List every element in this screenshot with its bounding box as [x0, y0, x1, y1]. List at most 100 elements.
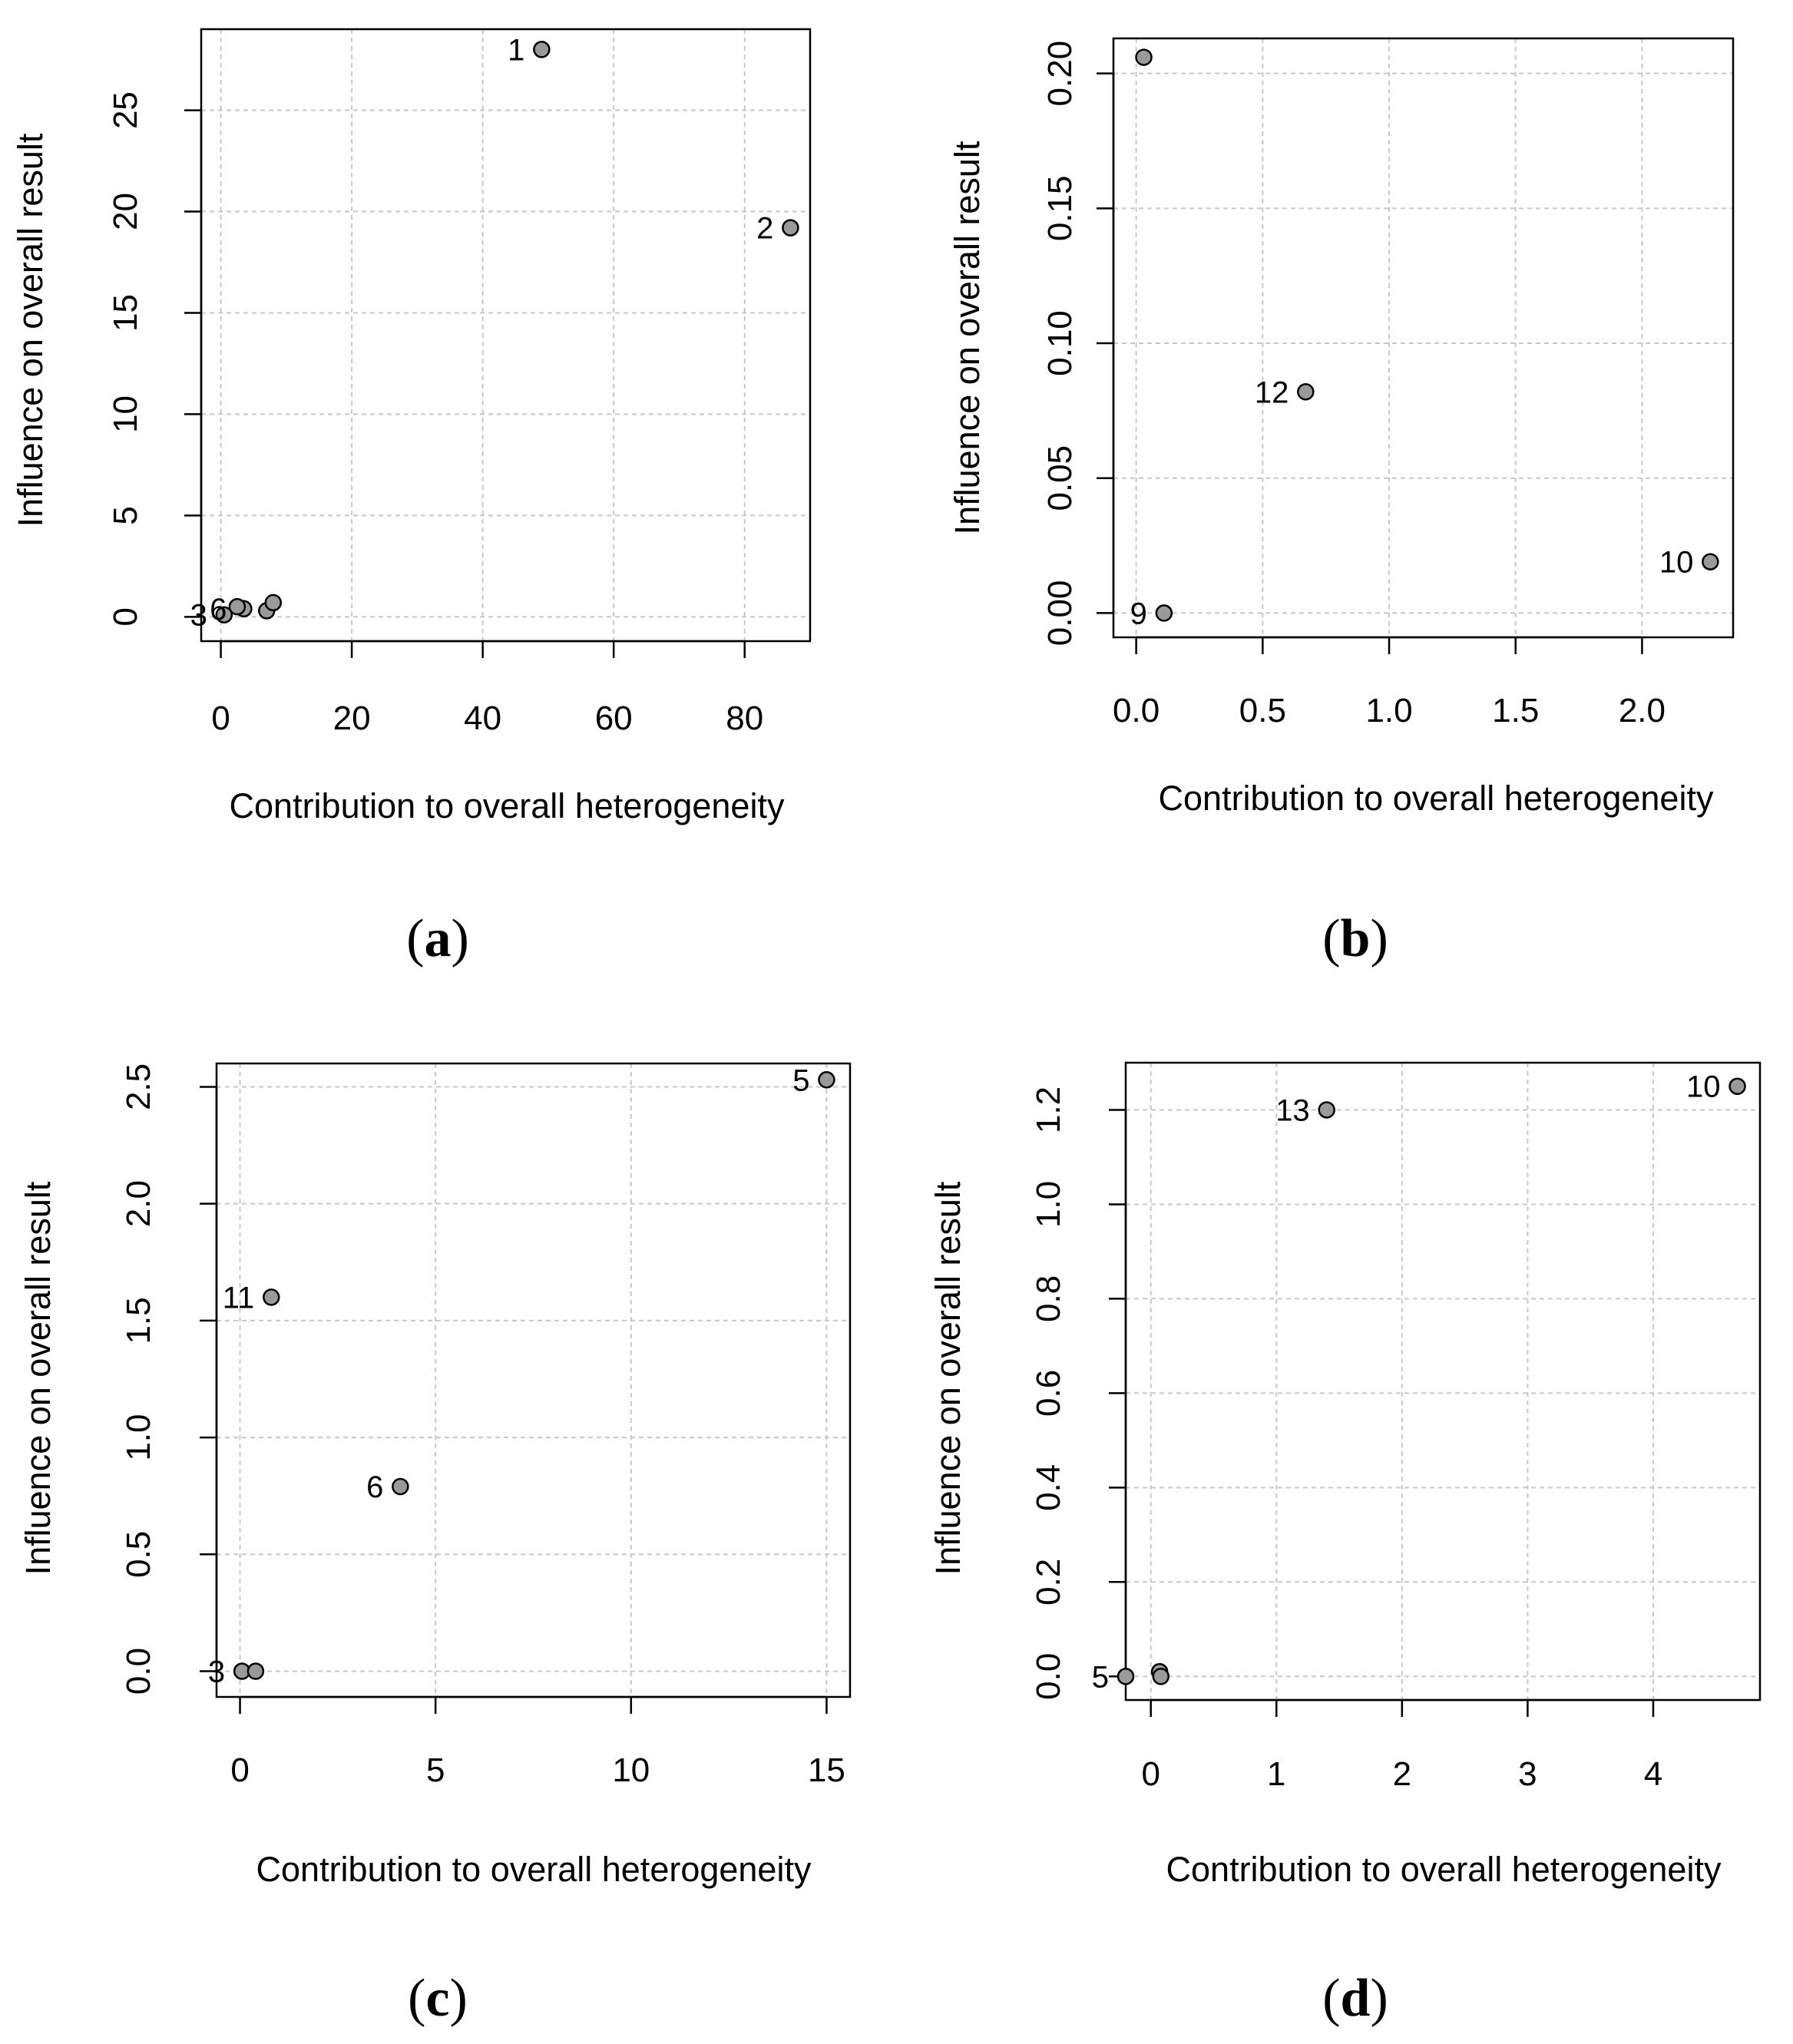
y-tick-label: 0.10 [1041, 310, 1079, 376]
y-tick-label: 0.0 [1030, 1653, 1067, 1700]
data-point [1297, 383, 1315, 401]
x-tick-label: 0 [230, 1751, 249, 1789]
y-tick-label: 1.0 [120, 1414, 157, 1460]
plot-frame [1124, 1061, 1762, 1702]
y-axis-title: Influence on overall result [18, 1181, 58, 1575]
data-point [263, 1288, 280, 1306]
y-tick-label: 0.2 [1030, 1559, 1067, 1606]
point-label: 13 [1275, 1093, 1310, 1127]
caption-letter: d [1341, 1969, 1371, 2028]
y-tick-label: 15 [107, 294, 144, 332]
data-point [1318, 1101, 1335, 1119]
y-tick-label: 0.5 [120, 1531, 157, 1578]
data-point [1702, 553, 1719, 571]
caption-close-paren: ) [1370, 909, 1388, 968]
point-label: 6 [366, 1470, 383, 1504]
x-axis-title: Contribution to overall heterogeneity [230, 786, 785, 825]
y-tick-label: 1.0 [1030, 1181, 1067, 1228]
point-label: 11 [223, 1281, 255, 1315]
x-tick-label: 0.0 [1113, 692, 1159, 729]
plot-frame [215, 1062, 852, 1698]
data-point [533, 41, 551, 58]
y-tick-label: 20 [107, 193, 144, 230]
y-tick-label: 0.20 [1041, 41, 1079, 107]
panel-c: 0 5 10 15 0.0 0.5 1.0 1.5 2.0 2.5 Contribution to … [18, 1062, 852, 2028]
y-tick-label: 0.4 [1030, 1464, 1067, 1511]
y-tick-label: 1.5 [120, 1297, 157, 1344]
x-axis-title: Contribution to overall heterogeneity [1166, 1850, 1722, 1889]
data-point [1155, 604, 1173, 622]
y-tick-label: 25 [107, 91, 144, 129]
y-tick-label: 0.15 [1041, 176, 1079, 242]
point-label: 10 [1659, 546, 1694, 580]
point-label: 3 [190, 599, 207, 633]
point-label: 2 [756, 212, 773, 246]
caption-open-paren: ( [1322, 1969, 1340, 2028]
x-tick-label: 15 [808, 1751, 845, 1789]
x-tick-label: 1 [1267, 1755, 1285, 1793]
x-tick-label: 1.0 [1365, 692, 1412, 729]
data-point [228, 597, 246, 616]
caption-letter: b [1341, 909, 1371, 968]
data-point [215, 606, 233, 623]
point-label: 5 [792, 1063, 809, 1097]
x-tick-label: 2 [1393, 1755, 1411, 1793]
y-tick-label: 5 [107, 506, 144, 524]
x-tick-label: 3 [1518, 1755, 1537, 1793]
y-tick-label: 2.5 [120, 1063, 157, 1110]
y-tick-label: 2.0 [120, 1180, 157, 1227]
y-tick-label: 1.2 [1030, 1086, 1067, 1133]
point-label: 12 [1255, 375, 1289, 409]
y-tick-label: 0.00 [1041, 580, 1079, 647]
data-point [1152, 1668, 1170, 1685]
x-tick-label: 4 [1644, 1755, 1662, 1793]
x-tick-label: 2.0 [1619, 692, 1666, 729]
x-tick-label: 5 [426, 1751, 445, 1789]
x-tick-label: 0.5 [1239, 692, 1286, 729]
x-tick-label: 60 [595, 700, 633, 737]
x-axis-title: Contribution to overall heterogeneity [256, 1850, 812, 1889]
y-tick-label: 0.0 [120, 1648, 157, 1695]
x-tick-label: 1.5 [1492, 692, 1539, 729]
panel-a: 0 20 40 60 80 0 5 10 15 20 25 Contribution to overa… [11, 28, 812, 968]
x-tick-label: 0 [1141, 1755, 1159, 1793]
point-label: 9 [1130, 597, 1147, 630]
point-label: 3 [208, 1655, 225, 1689]
panel-d: 0 1 2 3 4 0.0 0.2 0.4 0.6 0.8 1.0 1.2 Contribution t… [928, 1061, 1762, 2028]
x-tick-label: 10 [612, 1751, 650, 1789]
data-point [392, 1477, 409, 1496]
caption-letter: c [425, 1969, 449, 2028]
caption-open-paren: ( [1322, 909, 1340, 968]
panel-caption: (a) [406, 909, 469, 968]
data-point [264, 594, 283, 612]
y-axis-title: Influence on overall result [11, 133, 50, 527]
y-tick-label: 0.05 [1041, 445, 1079, 511]
panel-caption: (c) [408, 1969, 468, 2028]
x-tick-label: 40 [464, 700, 501, 737]
panel-caption: (d) [1322, 1969, 1388, 2028]
point-label: 1 [508, 33, 524, 67]
x-axis-title: Contribution to overall heterogeneity [1159, 779, 1714, 818]
caption-close-paren: ) [1370, 1969, 1388, 2028]
data-point [1728, 1077, 1746, 1095]
caption-open-paren: ( [408, 1969, 425, 2028]
point-label: 5 [1092, 1660, 1109, 1694]
y-tick-label: 0.6 [1030, 1370, 1067, 1417]
data-point [1116, 1668, 1135, 1685]
plot-frame [200, 28, 812, 643]
panel-b: 0.0 0.5 1.0 1.5 2.0 0.00 0.05 0.10 0.15 0.20 Contr… [948, 37, 1735, 968]
y-tick-label: 0 [107, 607, 144, 626]
y-tick-label: 10 [107, 395, 144, 433]
y-axis-title: Influence on overall result [948, 141, 987, 534]
y-tick-label: 0.8 [1030, 1275, 1067, 1322]
data-point [246, 1662, 265, 1680]
data-point [782, 219, 799, 236]
y-axis-title: Influence on overall result [928, 1181, 968, 1575]
panel-caption: (b) [1322, 909, 1388, 968]
caption-letter: a [425, 909, 452, 968]
point-label: 10 [1686, 1070, 1721, 1104]
plot-frame [1112, 37, 1735, 639]
data-point [1135, 48, 1153, 66]
point-label: 6 [210, 593, 227, 627]
